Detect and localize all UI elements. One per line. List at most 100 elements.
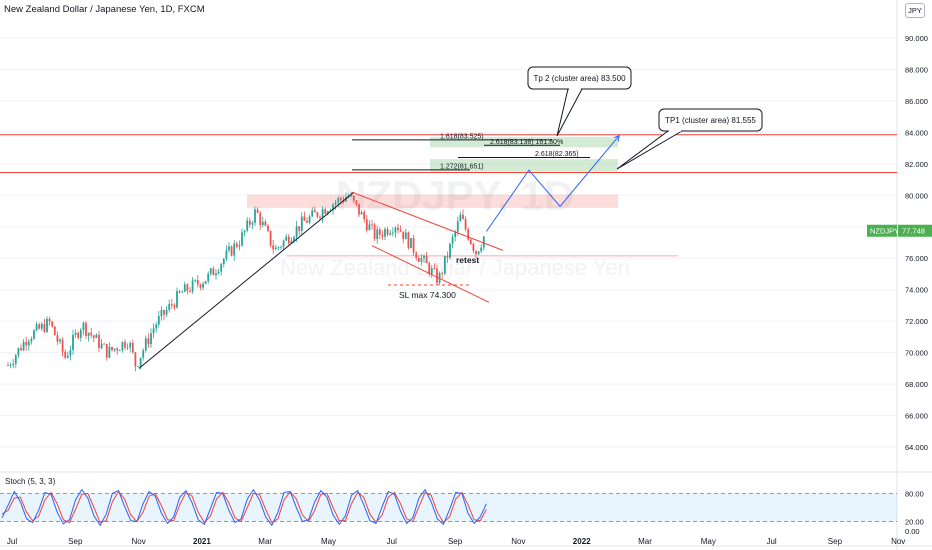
candle-body [326, 211, 329, 214]
channel-upper-line [351, 191, 504, 251]
candle-body [267, 225, 269, 231]
candle-body [139, 357, 142, 367]
retest-label: retest [456, 255, 479, 265]
candle-body [118, 350, 121, 352]
price-tag-value: 77.748 [902, 227, 925, 236]
candle-body [111, 346, 113, 351]
candle-body [472, 244, 475, 251]
time-axis-label: Sep [68, 537, 83, 546]
price-axis-label: 84.000 [905, 128, 928, 137]
candle-body [235, 243, 238, 247]
candle-body [144, 338, 147, 351]
candle-body [14, 355, 17, 364]
candle-body [217, 271, 220, 274]
stoch-axis-label: 20.00 [905, 518, 924, 527]
candle-body [415, 252, 418, 258]
time-axis-label: Jul [7, 537, 17, 546]
candle-body [324, 209, 327, 214]
target-zone-upper [430, 137, 618, 148]
tp1-callout-box [658, 108, 763, 132]
tp2-callout-label: Tp 2 (cluster area) 83.500 [533, 74, 626, 83]
candle-body [295, 226, 298, 238]
candle-body [103, 343, 106, 345]
candle-body [360, 212, 363, 215]
candle-body [25, 341, 28, 346]
time-axis-label: 2021 [193, 537, 211, 546]
candle-body [285, 236, 288, 241]
candle-body [290, 240, 293, 244]
candle-body [121, 341, 124, 351]
price-axis-label: 90.000 [905, 34, 928, 43]
candle-body [46, 318, 48, 332]
candle-body [397, 227, 399, 231]
price-axis-label: 70.000 [905, 349, 928, 358]
candle-body [449, 243, 451, 258]
candle-body [160, 310, 163, 317]
candle-body [189, 290, 191, 292]
candle-body [131, 342, 134, 353]
time-axis-label: Jul [387, 537, 397, 546]
candle-body [243, 230, 246, 233]
target-zone-lower [430, 159, 618, 172]
price-axis-label: 68.000 [905, 380, 928, 389]
candle-body [420, 258, 423, 262]
candle-body [300, 216, 303, 231]
candle-body [230, 246, 233, 256]
time-axis-label: Jul [766, 537, 776, 546]
candle-body [433, 268, 436, 269]
candle-body [225, 250, 228, 260]
candle-body [51, 321, 54, 327]
candle-body [373, 224, 376, 239]
candle-body [298, 226, 301, 231]
candle-body [365, 219, 368, 231]
candle-body [475, 250, 477, 255]
candle-body [72, 334, 74, 350]
candle-body [399, 230, 402, 232]
candle-body [423, 255, 425, 259]
candle-body [82, 322, 85, 331]
candle-body [233, 243, 236, 256]
candle-body [355, 200, 358, 204]
candle-body [378, 229, 381, 235]
price-axis-label: 64.000 [905, 443, 928, 452]
candle-body [404, 232, 407, 240]
candle-body [105, 344, 108, 358]
candle-body [9, 365, 12, 366]
candle-body [261, 221, 264, 225]
candle-body [191, 280, 194, 292]
currency-badge[interactable]: JPY [905, 3, 925, 18]
candle-body [256, 209, 259, 213]
candle-body [64, 351, 67, 358]
candle-body [480, 247, 483, 252]
candle-body [446, 256, 449, 258]
candle-body [303, 216, 306, 221]
candle-body [98, 334, 100, 349]
candle-body [394, 227, 397, 233]
supply-zone [247, 194, 618, 208]
candle-body [126, 347, 129, 349]
candle-body [92, 335, 95, 338]
time-axis-label: Mar [258, 537, 272, 546]
candle-body [386, 229, 389, 235]
candle-body [207, 273, 210, 282]
candle-body [376, 229, 379, 239]
candle-body [100, 343, 103, 349]
candle-body [228, 246, 230, 251]
candle-body [381, 234, 384, 237]
watermark-symbol: NZDJPY, 1D [336, 172, 574, 219]
tp2-callout-pointer [556, 88, 583, 137]
price-axis-label: 88.000 [905, 65, 928, 74]
candle-body [277, 247, 280, 249]
candle-body [178, 291, 181, 293]
time-axis-label: Nov [131, 537, 145, 546]
candle-body [90, 332, 93, 336]
candle-body [280, 246, 282, 248]
candle-body [40, 323, 43, 329]
candle-body [334, 202, 337, 205]
price-tag-symbol: NZDJPY [870, 227, 899, 236]
candle-body [368, 224, 371, 231]
candle-body [66, 355, 69, 358]
candle-body [425, 255, 428, 264]
candle-body [163, 310, 165, 315]
